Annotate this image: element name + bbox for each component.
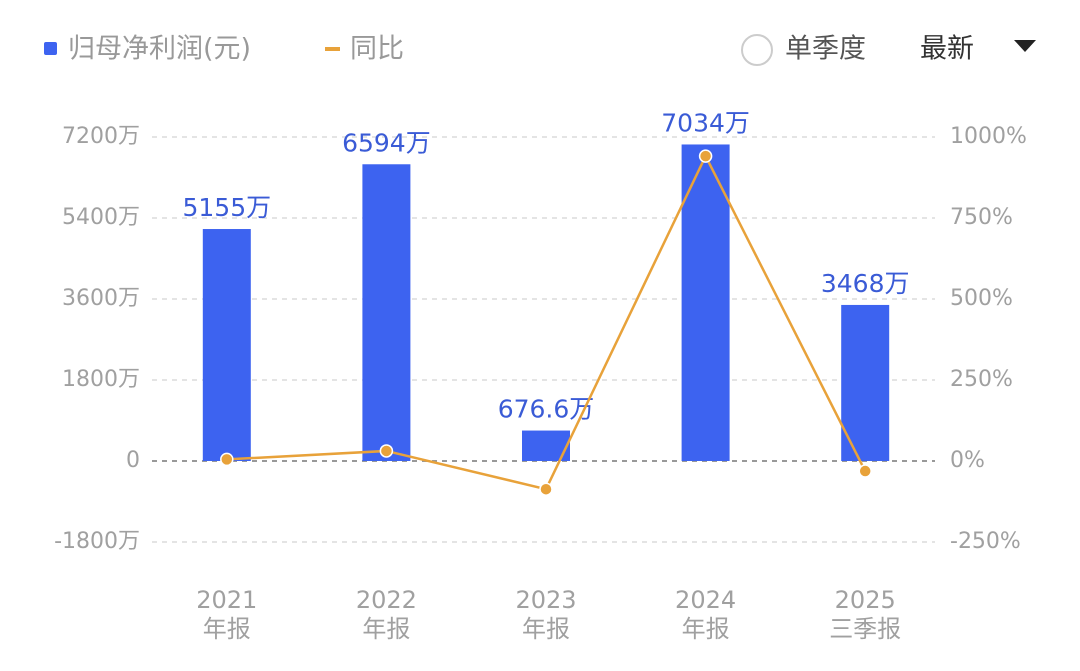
line-point xyxy=(379,444,394,458)
y-tick-label: 0 xyxy=(126,448,140,473)
x-tick-label: 2023 xyxy=(515,586,576,614)
bar xyxy=(202,229,251,461)
x-tick-label: 2022 xyxy=(356,586,417,614)
x-tick-label: 年报 xyxy=(362,615,410,643)
y-tick-label: 5400万 xyxy=(62,205,140,230)
dropdown-label[interactable]: 最新 xyxy=(920,34,974,65)
dropdown-arrow[interactable] xyxy=(1014,40,1036,52)
data-label: 676.6万 xyxy=(498,395,595,424)
x-tick-label: 年报 xyxy=(522,615,570,643)
bar xyxy=(681,144,730,461)
x-tick-label: 2021 xyxy=(196,586,257,614)
y2-tick-label: 750% xyxy=(950,205,1013,230)
bar xyxy=(841,304,890,461)
radio-button[interactable] xyxy=(741,34,773,66)
y2-tick-label: 1000% xyxy=(950,124,1027,149)
x-tick-label: 年报 xyxy=(682,615,730,643)
x-tick-label: 2025 xyxy=(835,586,896,614)
line-point xyxy=(539,482,553,496)
y2-tick-label: 500% xyxy=(950,286,1013,311)
line-point xyxy=(220,452,234,467)
y2-tick-label: 250% xyxy=(950,367,1013,392)
legend-label: 同比 xyxy=(350,34,404,65)
line-point xyxy=(858,464,872,478)
bar xyxy=(362,164,411,461)
data-label: 7034万 xyxy=(661,108,750,137)
data-label: 6594万 xyxy=(342,128,431,157)
x-tick-label: 三季报 xyxy=(829,615,901,643)
y-tick-label: 1800万 xyxy=(62,367,140,392)
y-tick-label: 3600万 xyxy=(62,286,140,311)
x-tick-label: 2024 xyxy=(675,586,736,614)
data-label: 3468万 xyxy=(821,269,910,298)
y2-tick-label: 0% xyxy=(950,448,985,473)
line-point xyxy=(698,149,713,163)
x-tick-label: 年报 xyxy=(203,615,251,643)
legend-label: 归母净利润(元) xyxy=(68,34,251,65)
radio-label[interactable]: 单季度 xyxy=(785,34,866,65)
y-tick-label: 7200万 xyxy=(62,124,140,149)
y-tick-label: -1800万 xyxy=(54,529,140,554)
y2-tick-label: -250% xyxy=(950,529,1021,554)
legend-marker xyxy=(44,42,57,55)
data-label: 5155万 xyxy=(182,193,271,222)
